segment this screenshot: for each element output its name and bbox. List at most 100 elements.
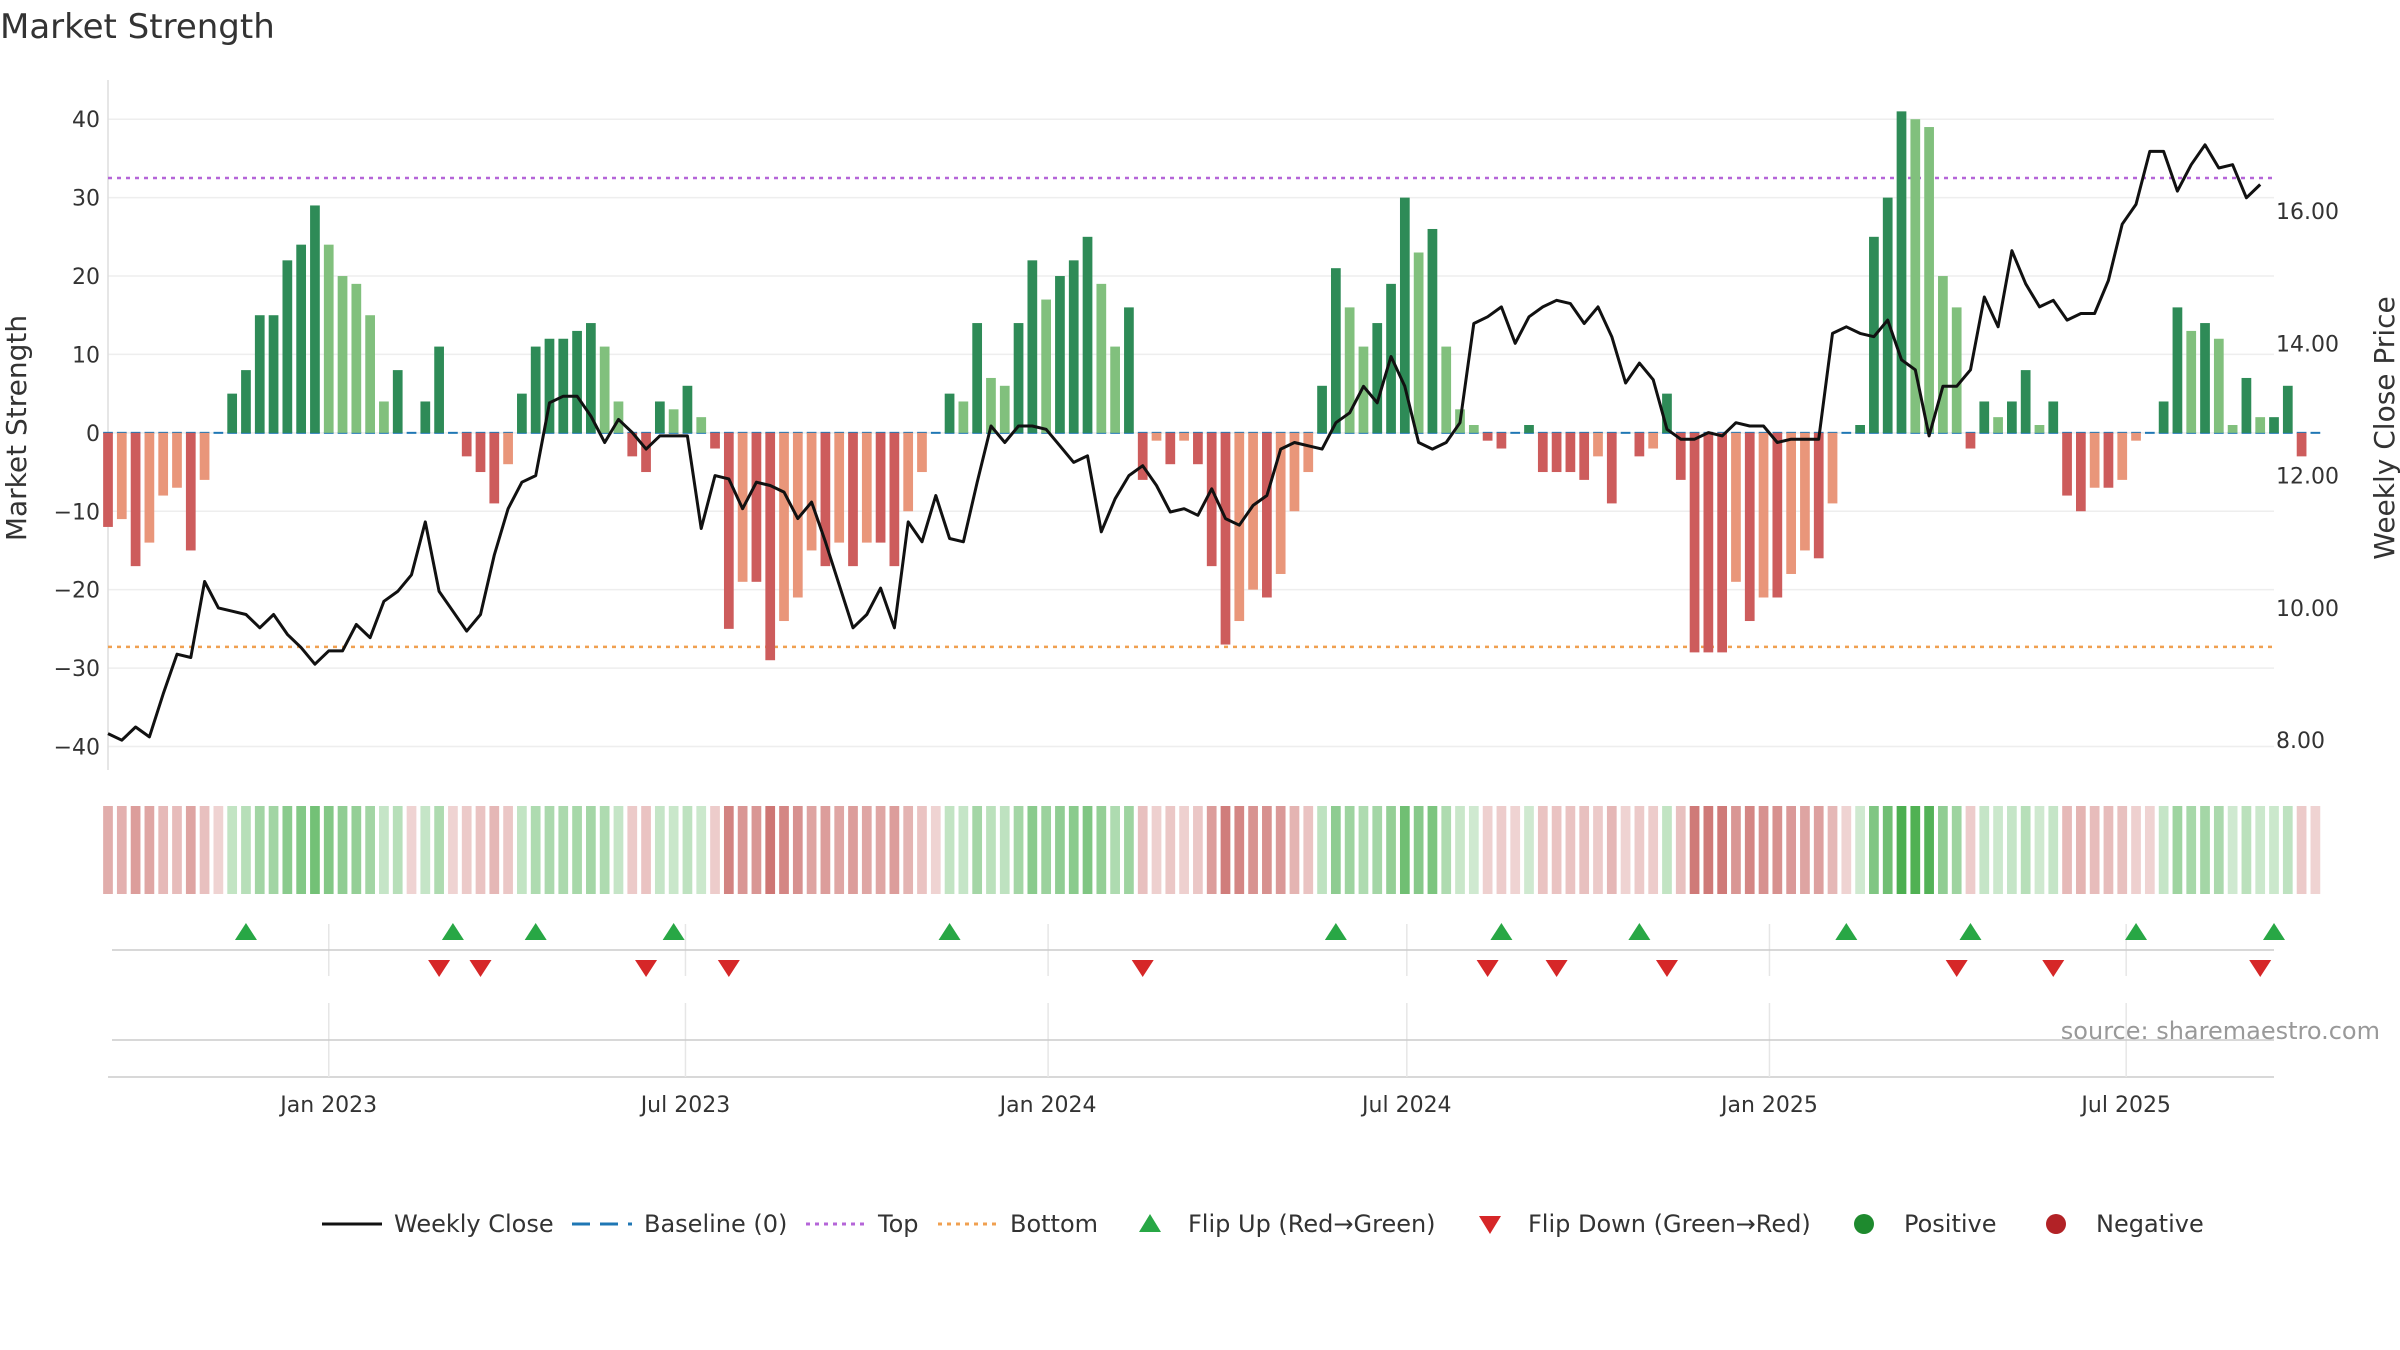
strength-heat-band	[103, 806, 2321, 894]
heat-band-cell	[461, 806, 472, 894]
strength-bar	[254, 315, 265, 433]
strength-bar	[972, 323, 983, 433]
heat-band-cell	[1413, 806, 1424, 894]
strength-bar	[834, 432, 845, 543]
strength-bar	[1951, 307, 1962, 433]
strength-bar	[1068, 260, 1079, 433]
heat-band-cell	[875, 806, 886, 894]
strength-bar	[392, 370, 403, 433]
heat-band-cell	[1137, 806, 1148, 894]
heat-band-cell	[654, 806, 665, 894]
heat-band-cell	[351, 806, 362, 894]
heat-band-cell	[2089, 806, 2100, 894]
heat-band-cell	[848, 806, 858, 894]
heat-band-cell	[2296, 806, 2307, 894]
strength-bar	[103, 432, 113, 527]
heat-band-cell	[379, 806, 389, 894]
heat-band-cell	[572, 806, 582, 894]
strength-bar	[613, 401, 624, 433]
legend-label: Bottom	[1010, 1210, 1098, 1238]
x-tick-label: Jan 2023	[278, 1093, 377, 1118]
heat-band-cell	[779, 806, 789, 894]
flip-up-marker	[1628, 923, 1651, 940]
strength-bar	[1248, 432, 1258, 590]
heat-band-cell	[1303, 806, 1314, 894]
heat-band-cell	[2310, 806, 2321, 894]
strength-bar	[779, 432, 789, 622]
heat-band-cell	[544, 806, 555, 894]
heat-band-cell	[1427, 806, 1438, 894]
heat-band-cell	[1882, 806, 1893, 894]
heat-band-cell	[2213, 806, 2224, 894]
strength-bar	[2282, 385, 2293, 433]
heat-band-cell	[1855, 806, 1865, 894]
heat-band-cell	[2227, 806, 2238, 894]
x-tick-label: Jul 2023	[639, 1093, 731, 1118]
y-tick-label: 30	[72, 187, 100, 212]
strength-bar	[172, 432, 182, 488]
heat-band-cell	[1262, 806, 1272, 894]
strength-bar	[158, 432, 169, 496]
heat-band-cell	[1372, 806, 1383, 894]
heat-band-cell	[613, 806, 624, 894]
strength-bar	[861, 432, 872, 543]
heat-band-cell	[213, 806, 224, 894]
y2-tick-label: 16.00	[2276, 200, 2339, 225]
flip-down-marker	[1545, 960, 1568, 977]
heat-band-cell	[1330, 806, 1341, 894]
strength-bar	[296, 244, 307, 433]
heat-band-cell	[1386, 806, 1396, 894]
strength-bar	[1593, 432, 1603, 457]
heat-band-cell	[1027, 806, 1038, 894]
heat-band-cell	[930, 806, 941, 894]
legend-label: Top	[877, 1210, 919, 1238]
heat-band-cell	[172, 806, 182, 894]
strength-bar	[282, 260, 293, 433]
heat-band-cell	[2200, 806, 2210, 894]
x-tick-label: Jul 2025	[2079, 1093, 2171, 1118]
flip-down-marker	[635, 960, 658, 977]
strength-bar	[1427, 228, 1438, 433]
strength-bar	[1303, 432, 1314, 473]
heat-band-cell	[489, 806, 500, 894]
strength-bar	[1441, 346, 1452, 433]
heat-band-cell	[2172, 806, 2183, 894]
heat-band-cell	[1869, 806, 1879, 894]
strength-bar	[1372, 323, 1383, 433]
heat-band-cell	[903, 806, 914, 894]
strength-bar	[806, 432, 817, 551]
strength-bar	[792, 432, 803, 598]
strength-bar	[351, 283, 362, 433]
heat-band-cell	[861, 806, 872, 894]
strength-bar	[1689, 432, 1700, 653]
heat-band-cell	[1951, 806, 1962, 894]
y2-tick-label: 8.00	[2276, 729, 2325, 754]
strength-bar	[1330, 268, 1341, 433]
flip-up-marker	[662, 923, 685, 940]
heat-band-cell	[1565, 806, 1576, 894]
strength-bar	[1772, 432, 1783, 598]
strength-bar	[2296, 432, 2307, 457]
heat-band-cell	[1110, 806, 1120, 894]
heat-band-cell	[1496, 806, 1507, 894]
strength-bar	[1634, 432, 1645, 457]
heat-band-cell	[1717, 806, 1728, 894]
strength-bar	[1027, 260, 1038, 433]
flip-down-marker	[469, 960, 492, 977]
strength-bar	[1262, 432, 1272, 598]
legend-swatch	[1854, 1214, 1874, 1234]
axis-ticks: 40 30 20 10 0 −10 −20 −30 −40 16.00 14.00 12.00 10.0…	[54, 108, 2339, 1118]
strength-bar	[2158, 401, 2169, 433]
heat-band-cell	[986, 806, 996, 894]
heat-band-cell	[310, 806, 320, 894]
heat-band-cell	[1800, 806, 1810, 894]
heat-band-cell	[1593, 806, 1603, 894]
heat-band-cell	[558, 806, 569, 894]
y2-tick-label: 14.00	[2276, 332, 2339, 357]
heat-band-cell	[710, 806, 720, 894]
heat-band-cell	[2131, 806, 2141, 894]
strength-bar	[903, 432, 914, 512]
strength-bar	[1151, 432, 1162, 441]
flip-markers	[234, 923, 2285, 977]
